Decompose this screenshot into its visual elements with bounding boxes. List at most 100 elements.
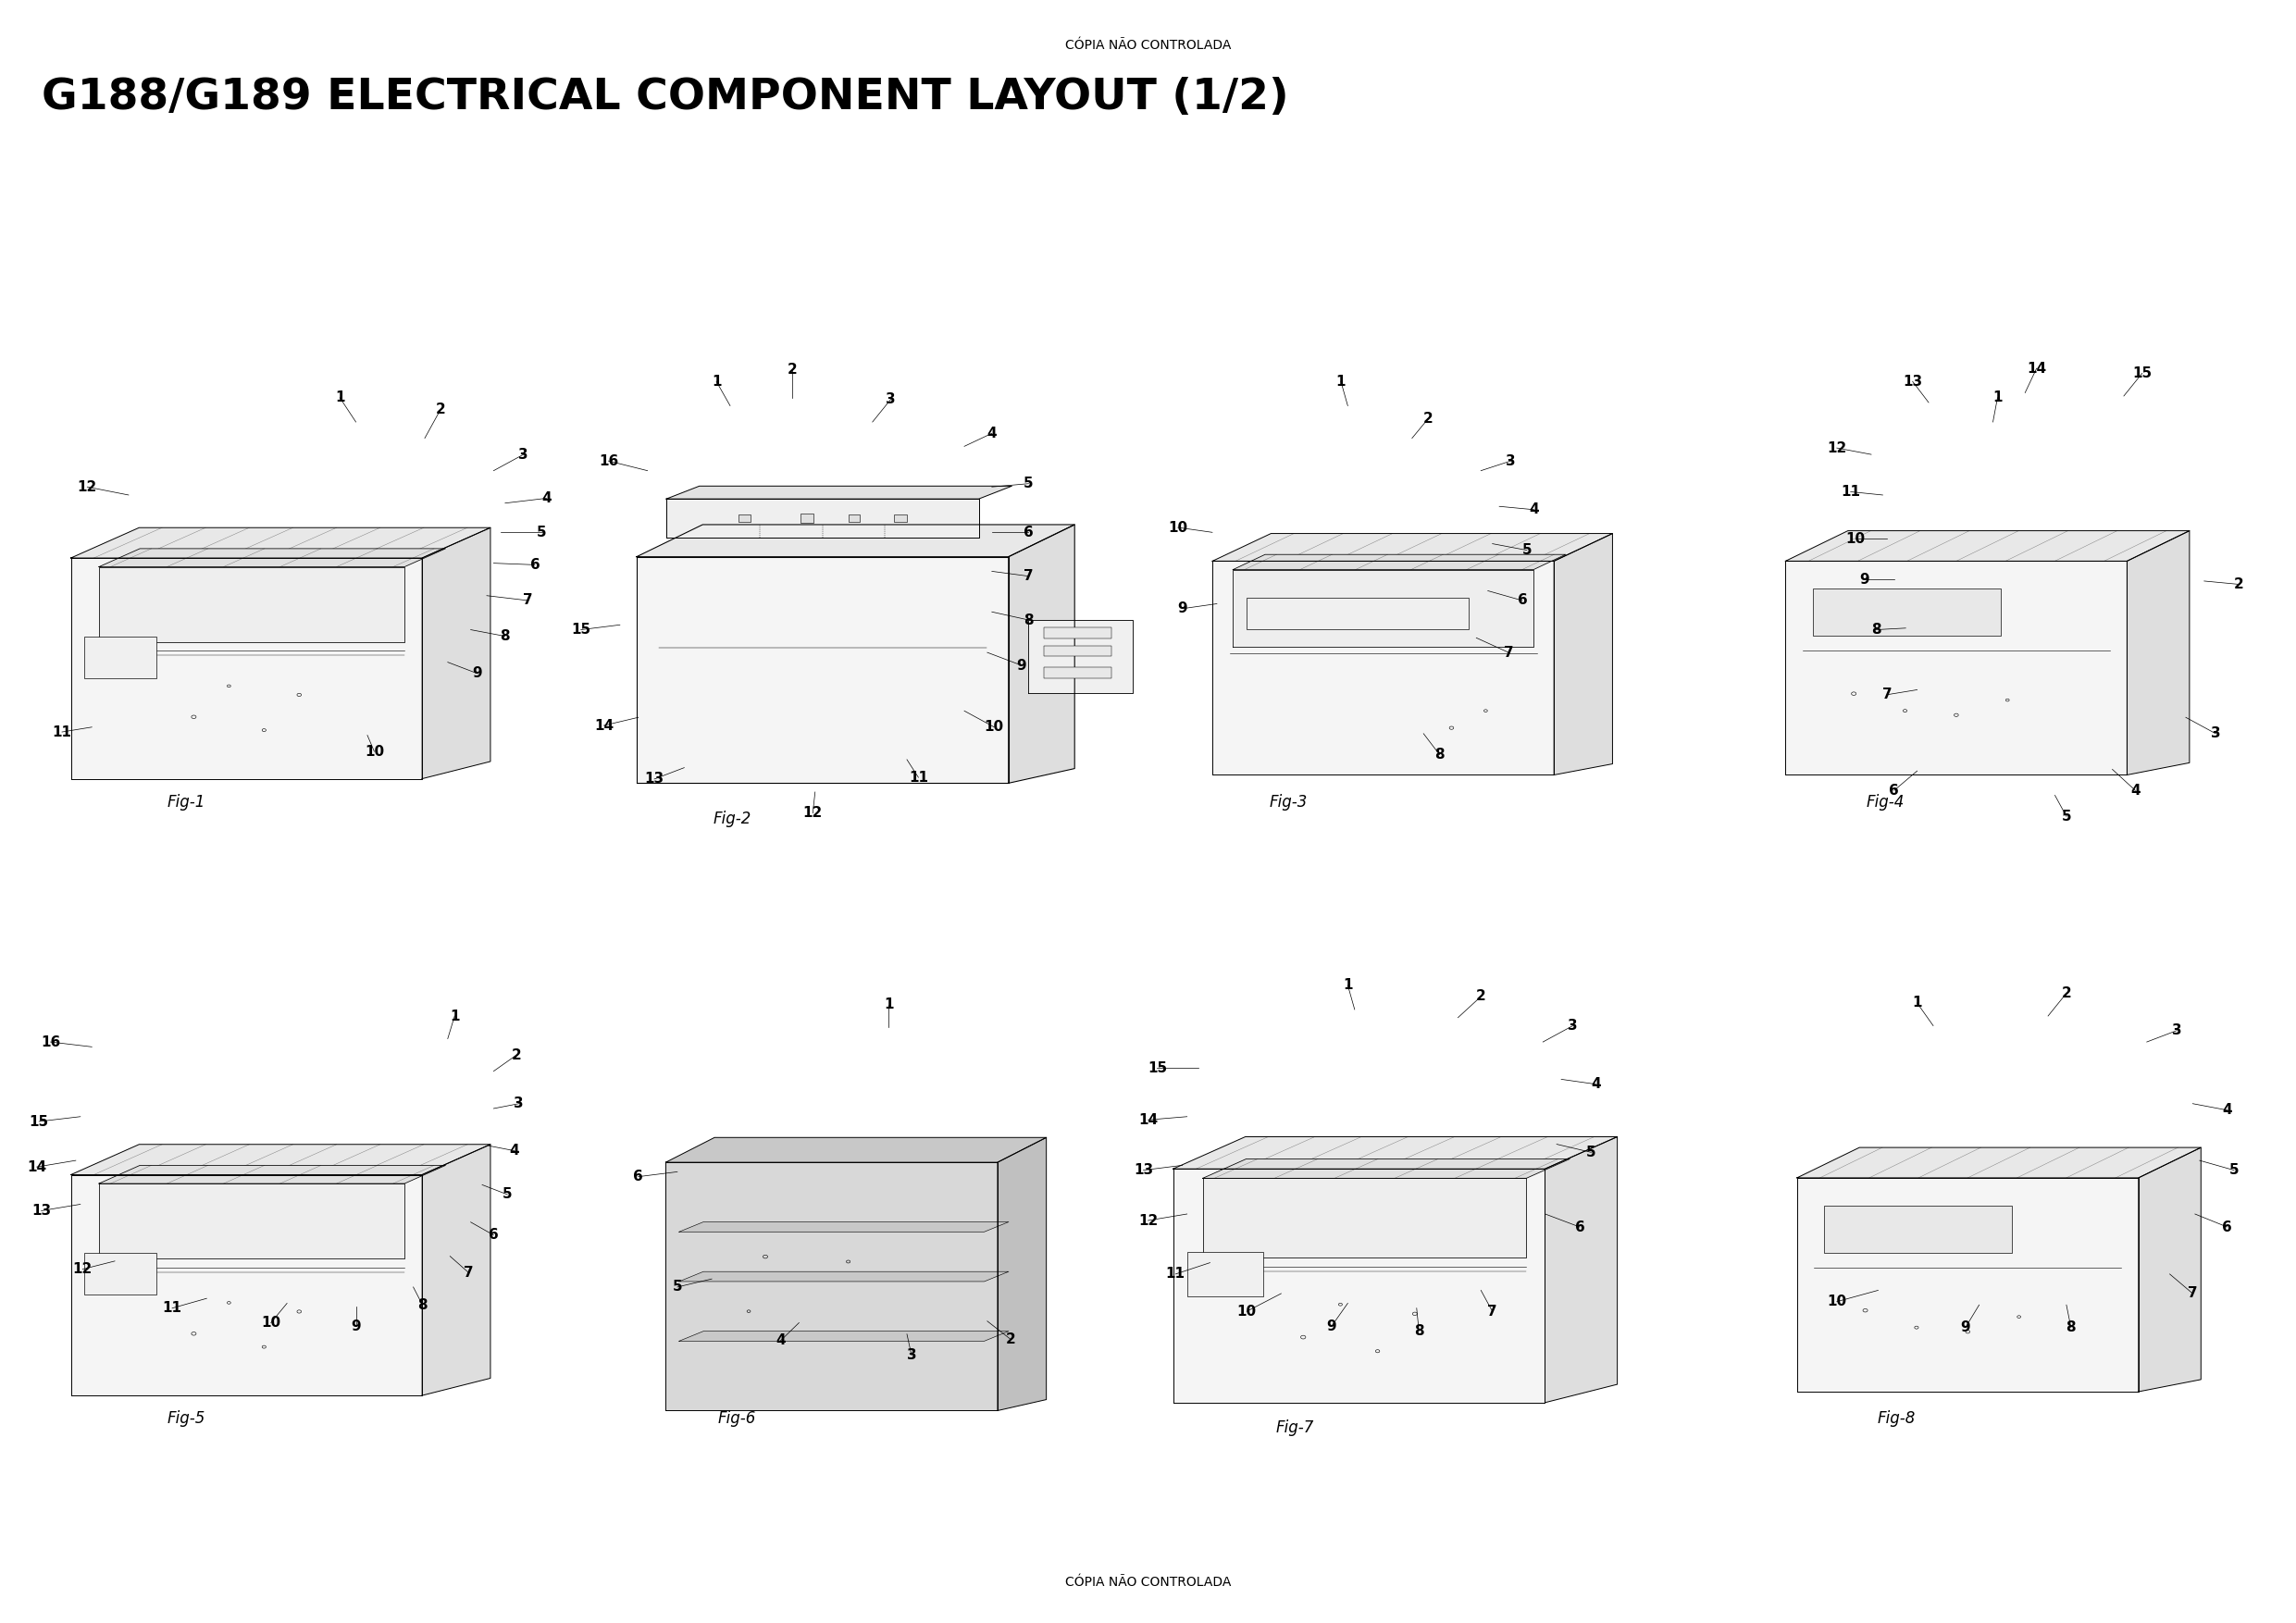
FancyBboxPatch shape xyxy=(847,514,859,521)
Text: 10: 10 xyxy=(262,1316,280,1329)
Polygon shape xyxy=(1786,562,2126,774)
Text: 15: 15 xyxy=(572,623,590,636)
Polygon shape xyxy=(1212,562,1554,774)
Text: 4: 4 xyxy=(987,427,996,440)
Polygon shape xyxy=(996,1138,1047,1410)
Polygon shape xyxy=(2138,1147,2202,1391)
Text: 10: 10 xyxy=(1846,532,1864,545)
Text: 9: 9 xyxy=(1860,573,1869,586)
Polygon shape xyxy=(99,1165,445,1183)
Text: 2: 2 xyxy=(1476,990,1486,1003)
Text: 1: 1 xyxy=(1913,997,1922,1010)
Text: 5: 5 xyxy=(503,1188,512,1201)
Text: 13: 13 xyxy=(1134,1164,1153,1177)
Polygon shape xyxy=(1203,1178,1527,1258)
Bar xyxy=(1814,589,2000,636)
Text: 9: 9 xyxy=(1327,1319,1336,1332)
FancyBboxPatch shape xyxy=(739,514,751,523)
Text: 13: 13 xyxy=(645,773,664,786)
Text: 1: 1 xyxy=(712,375,721,388)
FancyBboxPatch shape xyxy=(83,636,156,678)
Text: G188/G189 ELECTRICAL COMPONENT LAYOUT (1/2): G188/G189 ELECTRICAL COMPONENT LAYOUT (1… xyxy=(41,76,1288,118)
Text: 5: 5 xyxy=(1522,544,1531,557)
Text: 9: 9 xyxy=(351,1319,360,1332)
Text: 7: 7 xyxy=(1024,570,1033,583)
Polygon shape xyxy=(666,1162,996,1410)
Text: 6: 6 xyxy=(1024,526,1033,539)
Text: 14: 14 xyxy=(2027,362,2046,375)
Text: 4: 4 xyxy=(2131,784,2140,797)
Text: 10: 10 xyxy=(1828,1295,1846,1308)
Text: Fig-6: Fig-6 xyxy=(719,1410,755,1427)
Text: 2: 2 xyxy=(1424,412,1433,425)
Text: Fig-1: Fig-1 xyxy=(168,794,204,810)
Text: 5: 5 xyxy=(1587,1146,1596,1159)
Text: 10: 10 xyxy=(1238,1305,1256,1318)
Text: 5: 5 xyxy=(673,1281,682,1294)
Bar xyxy=(1045,646,1111,656)
Polygon shape xyxy=(636,524,1075,557)
Text: 1: 1 xyxy=(1343,979,1352,992)
Text: 1: 1 xyxy=(884,998,893,1011)
Text: 14: 14 xyxy=(28,1160,46,1173)
Polygon shape xyxy=(1173,1136,1616,1169)
Bar xyxy=(1045,628,1111,638)
Text: 15: 15 xyxy=(2133,367,2151,380)
Text: 6: 6 xyxy=(634,1170,643,1183)
Text: 12: 12 xyxy=(78,480,96,493)
Text: 1: 1 xyxy=(1993,391,2002,404)
Text: 7: 7 xyxy=(1883,688,1892,701)
Text: 3: 3 xyxy=(514,1097,523,1110)
Polygon shape xyxy=(71,1175,422,1396)
Polygon shape xyxy=(636,557,1008,784)
Text: 9: 9 xyxy=(1178,602,1187,615)
Text: 2: 2 xyxy=(2234,578,2243,591)
Text: 4: 4 xyxy=(1529,503,1538,516)
FancyBboxPatch shape xyxy=(895,514,907,523)
Text: 8: 8 xyxy=(1871,623,1880,636)
Text: 3: 3 xyxy=(1568,1019,1577,1032)
FancyBboxPatch shape xyxy=(83,1253,156,1295)
Polygon shape xyxy=(422,527,491,779)
Text: 9: 9 xyxy=(1017,659,1026,672)
Polygon shape xyxy=(71,558,422,779)
Polygon shape xyxy=(99,566,404,641)
Text: 10: 10 xyxy=(985,721,1003,734)
Polygon shape xyxy=(666,498,978,537)
Text: 3: 3 xyxy=(2211,727,2220,740)
Text: 7: 7 xyxy=(464,1266,473,1279)
Text: 2: 2 xyxy=(788,364,797,377)
Text: Fig-7: Fig-7 xyxy=(1277,1419,1313,1436)
Text: 3: 3 xyxy=(519,448,528,461)
Polygon shape xyxy=(1203,1159,1570,1178)
Text: 12: 12 xyxy=(73,1263,92,1276)
Text: Fig-3: Fig-3 xyxy=(1270,794,1306,810)
Text: 14: 14 xyxy=(1139,1113,1157,1126)
Polygon shape xyxy=(99,549,445,566)
Text: 8: 8 xyxy=(1414,1324,1424,1337)
Text: 4: 4 xyxy=(1591,1078,1600,1091)
Text: 5: 5 xyxy=(537,526,546,539)
Text: 7: 7 xyxy=(2188,1287,2197,1300)
Text: 16: 16 xyxy=(599,454,618,467)
Text: CÓPIA NÃO CONTROLADA: CÓPIA NÃO CONTROLADA xyxy=(1065,1576,1231,1589)
Text: Fig-5: Fig-5 xyxy=(168,1410,204,1427)
Text: 6: 6 xyxy=(2223,1220,2232,1233)
Text: 7: 7 xyxy=(1488,1305,1497,1318)
Bar xyxy=(1045,667,1111,678)
Polygon shape xyxy=(71,1144,491,1175)
Bar xyxy=(1825,1206,2011,1253)
Text: 1: 1 xyxy=(1336,375,1345,388)
Text: 9: 9 xyxy=(1961,1321,1970,1334)
Text: CÓPIA NÃO CONTROLADA: CÓPIA NÃO CONTROLADA xyxy=(1065,39,1231,52)
Polygon shape xyxy=(1798,1178,2138,1391)
Polygon shape xyxy=(1233,570,1534,646)
Text: 5: 5 xyxy=(2062,810,2071,823)
Text: 9: 9 xyxy=(473,667,482,680)
Text: 2: 2 xyxy=(436,403,445,415)
Text: 10: 10 xyxy=(1169,521,1187,534)
Polygon shape xyxy=(680,1271,1008,1282)
Text: 8: 8 xyxy=(418,1298,427,1311)
Text: 2: 2 xyxy=(512,1048,521,1061)
FancyBboxPatch shape xyxy=(1187,1251,1263,1297)
